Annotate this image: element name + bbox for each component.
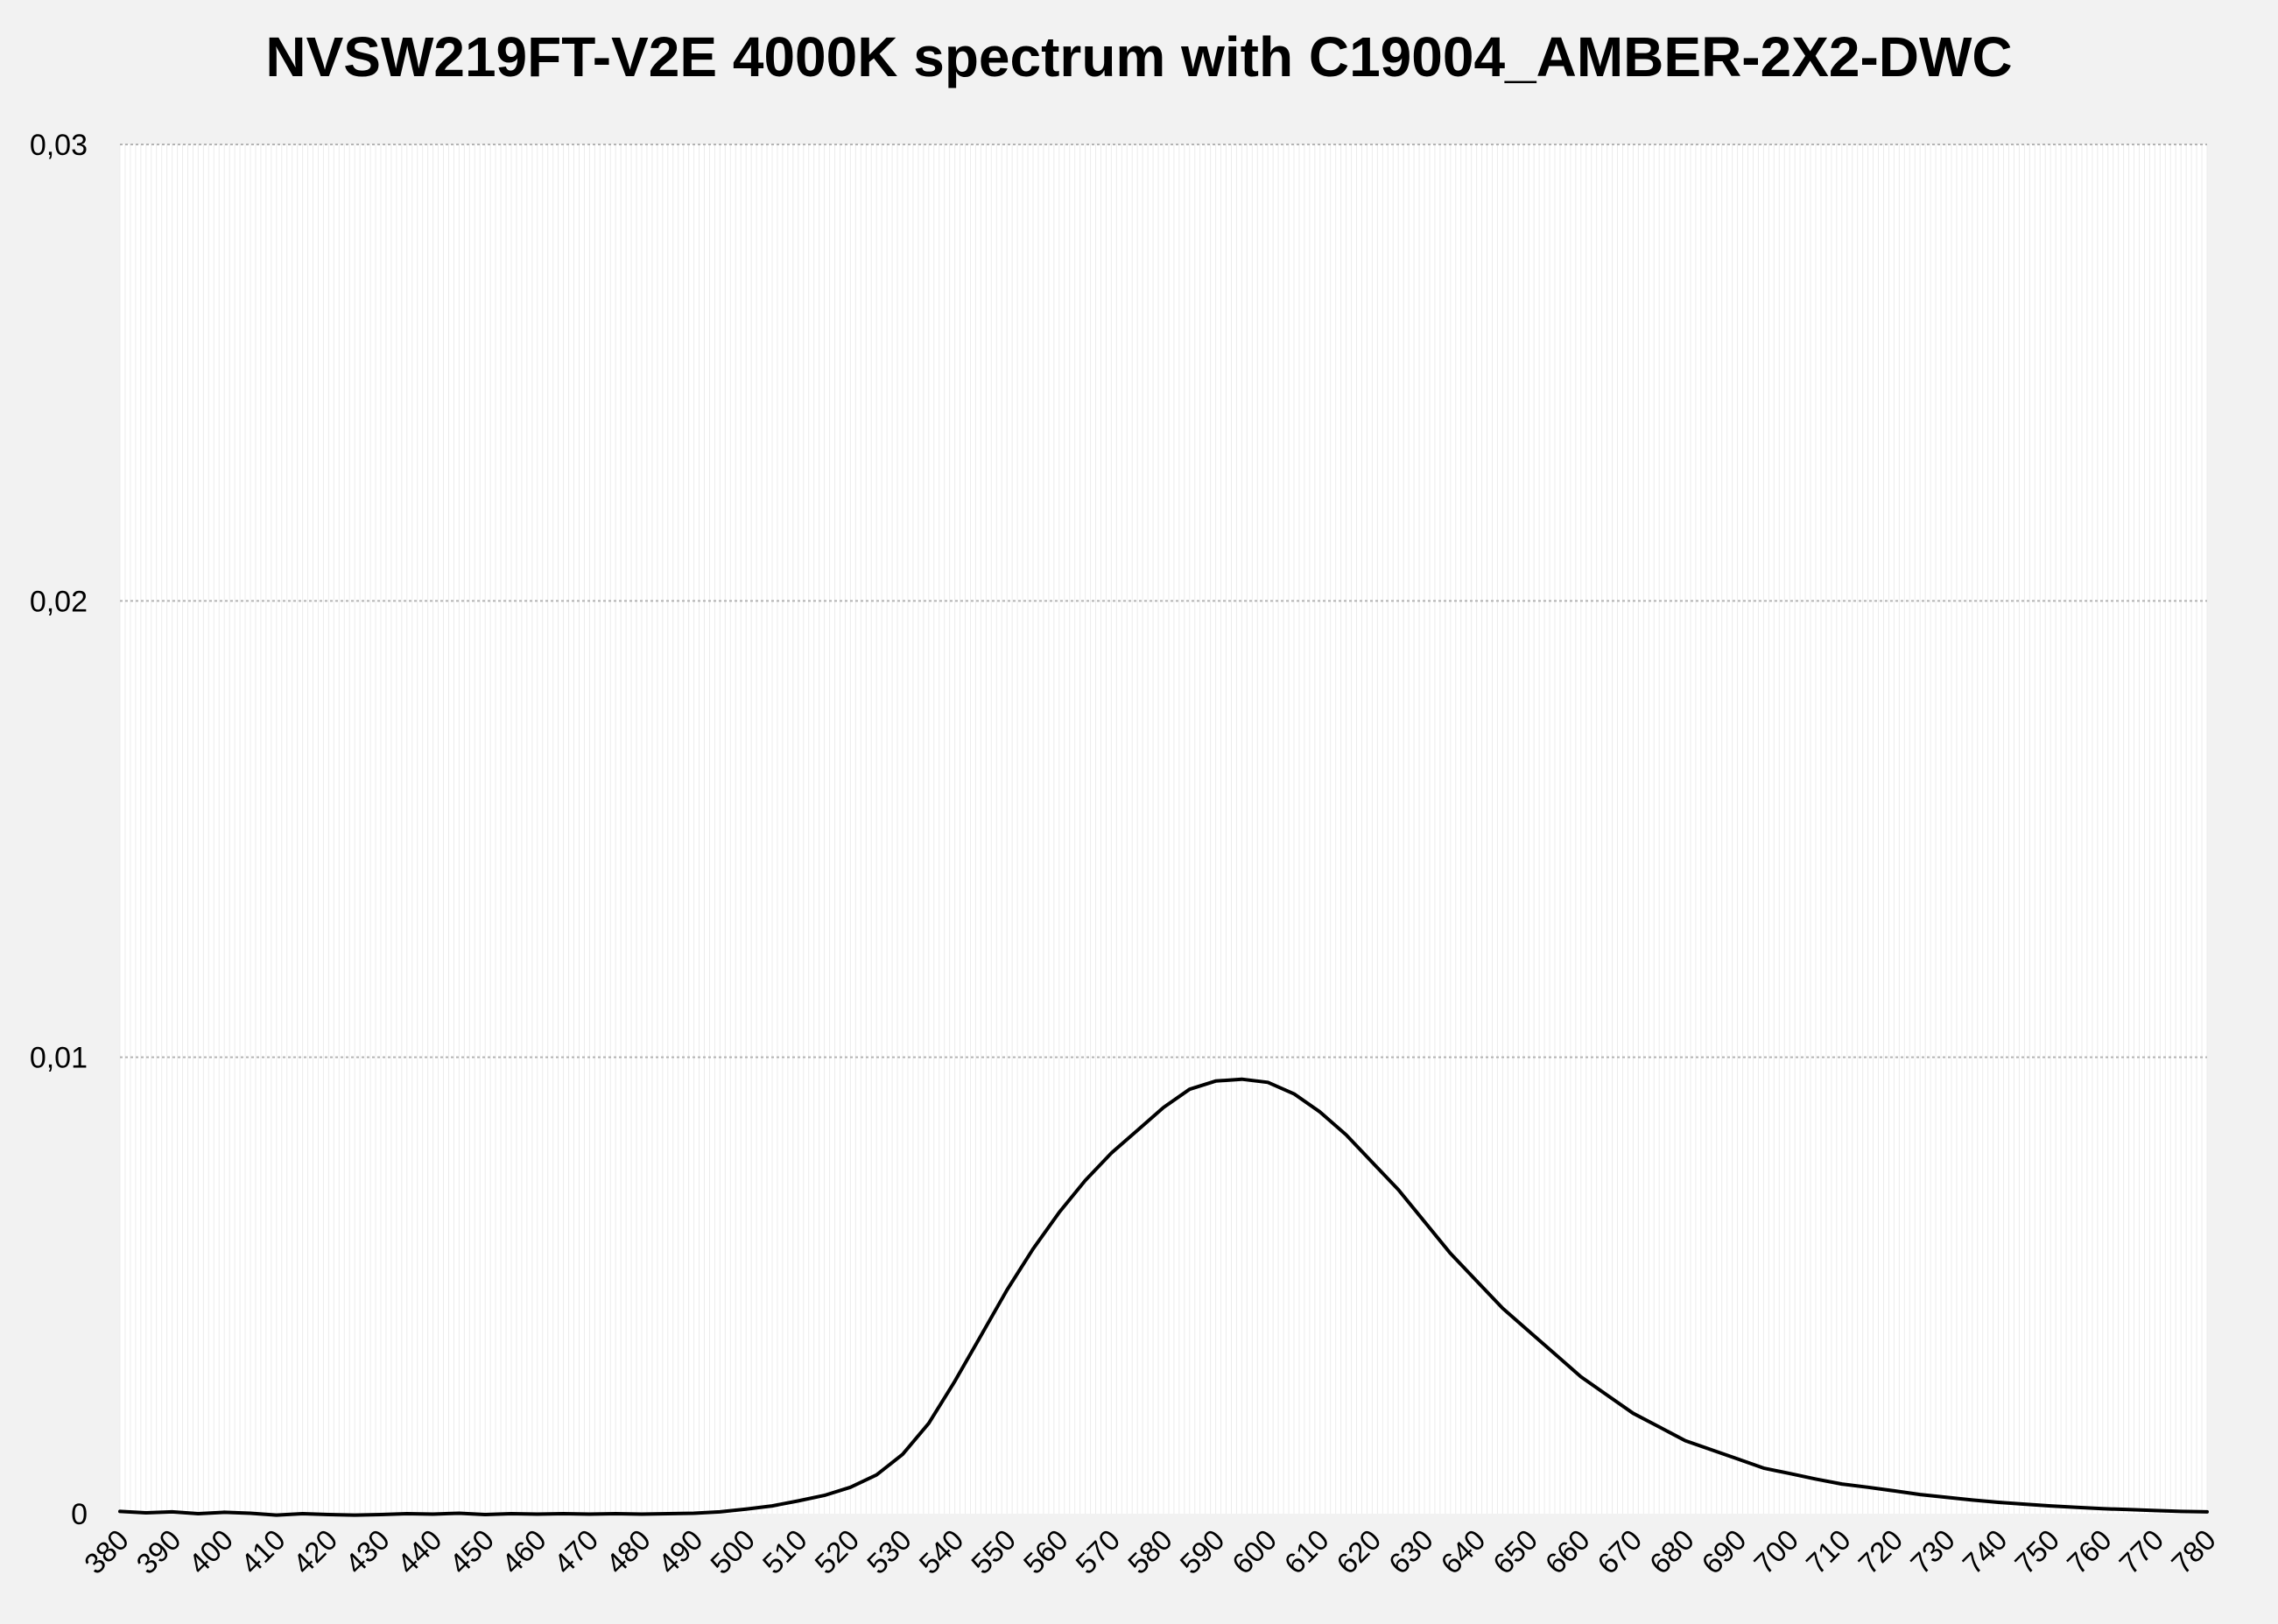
x-tick-label: 780 (2165, 1523, 2222, 1580)
x-tick-label: 640 (1434, 1523, 1491, 1580)
x-axis-ticks: 3803904004104204304404504604704804905005… (78, 1523, 2222, 1580)
x-tick-label: 750 (2008, 1523, 2065, 1580)
x-tick-label: 690 (1695, 1523, 1752, 1580)
x-tick-label: 390 (130, 1523, 186, 1580)
series-layer (118, 1077, 2209, 1517)
x-tick-label: 440 (390, 1523, 447, 1580)
x-tick-label: 430 (339, 1523, 396, 1580)
x-tick-label: 380 (78, 1523, 135, 1580)
x-tick-label: 680 (1643, 1523, 1700, 1580)
x-tick-label: 560 (1017, 1523, 1074, 1580)
x-tick-label: 480 (600, 1523, 657, 1580)
x-tick-label: 710 (1800, 1523, 1857, 1580)
x-tick-label: 760 (2061, 1523, 2118, 1580)
x-tick-label: 720 (1852, 1523, 1909, 1580)
x-tick-label: 530 (861, 1523, 918, 1580)
vertical-gridlines (119, 144, 2208, 1514)
y-tick-label: 0,03 (30, 129, 88, 162)
x-tick-label: 450 (443, 1523, 500, 1580)
x-tick-label: 490 (651, 1523, 708, 1580)
x-tick-label: 520 (808, 1523, 865, 1580)
x-tick-label: 510 (756, 1523, 813, 1580)
x-tick-label: 570 (1069, 1523, 1126, 1580)
x-tick-label: 630 (1382, 1523, 1439, 1580)
chart-title: NVSW219FT-V2E 4000K spectrum with C19004… (265, 25, 2013, 88)
x-tick-label: 600 (1226, 1523, 1283, 1580)
horizontal-gridlines (120, 144, 2207, 1058)
x-tick-label: 650 (1487, 1523, 1543, 1580)
x-tick-label: 620 (1330, 1523, 1387, 1580)
x-tick-label: 770 (2113, 1523, 2169, 1580)
x-tick-label: 460 (496, 1523, 552, 1580)
x-tick-label: 580 (1121, 1523, 1178, 1580)
y-axis-ticks: 0 0,01 0,02 0,03 (30, 129, 88, 1531)
x-tick-label: 500 (704, 1523, 761, 1580)
x-tick-label: 540 (912, 1523, 969, 1580)
x-tick-label: 670 (1591, 1523, 1648, 1580)
x-tick-label: 470 (547, 1523, 604, 1580)
x-tick-label: 610 (1278, 1523, 1335, 1580)
x-tick-label: 410 (235, 1523, 292, 1580)
x-tick-label: 400 (182, 1523, 239, 1580)
x-tick-label: 590 (1173, 1523, 1230, 1580)
y-tick-label: 0,02 (30, 585, 88, 618)
x-tick-label: 700 (1747, 1523, 1804, 1580)
spectrum-line (118, 1077, 2209, 1517)
x-tick-label: 740 (1956, 1523, 2013, 1580)
x-tick-label: 550 (965, 1523, 1022, 1580)
x-tick-label: 420 (286, 1523, 343, 1580)
y-tick-label: 0,01 (30, 1042, 88, 1075)
x-tick-label: 730 (1904, 1523, 1961, 1580)
x-tick-label: 660 (1539, 1523, 1596, 1580)
y-tick-label: 0 (71, 1498, 88, 1531)
